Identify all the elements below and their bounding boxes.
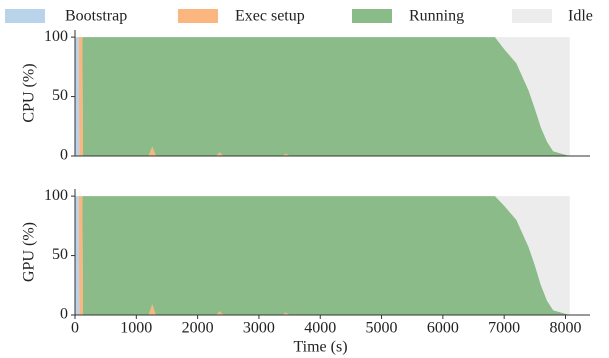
- x-tick-label: 5000: [366, 320, 398, 337]
- area: [75, 37, 570, 156]
- legend-label: Idle: [568, 8, 593, 25]
- legend-swatch: [178, 9, 218, 23]
- x-tick-label: 3000: [243, 320, 275, 337]
- x-tick-label: 8000: [549, 320, 581, 337]
- y-tick-label: 50: [52, 87, 68, 104]
- y-tick-label: 100: [44, 28, 68, 45]
- y-tick-label: 0: [60, 306, 68, 323]
- area: [75, 37, 570, 156]
- y-axis-label: CPU (%): [21, 63, 38, 122]
- y-tick-label: 0: [60, 147, 68, 164]
- legend-label: Running: [409, 8, 464, 25]
- legend-label: Exec setup: [235, 8, 305, 25]
- y-tick-label: 50: [52, 246, 68, 263]
- area: [75, 196, 570, 315]
- area: [75, 196, 570, 315]
- y-tick-label: 100: [44, 187, 68, 204]
- x-tick-label: 7000: [488, 320, 520, 337]
- x-tick-label: 1000: [120, 320, 152, 337]
- y-axis-label: GPU (%): [21, 222, 38, 282]
- legend-swatch: [512, 9, 552, 23]
- legend-swatch: [5, 9, 45, 23]
- x-axis-label: Time (s): [293, 339, 347, 356]
- legend-label: Bootstrap: [65, 8, 127, 25]
- legend-swatch: [352, 9, 392, 23]
- x-tick-label: 0: [71, 320, 79, 337]
- x-tick-label: 2000: [182, 320, 214, 337]
- x-tick-label: 4000: [304, 320, 336, 337]
- x-tick-label: 6000: [427, 320, 459, 337]
